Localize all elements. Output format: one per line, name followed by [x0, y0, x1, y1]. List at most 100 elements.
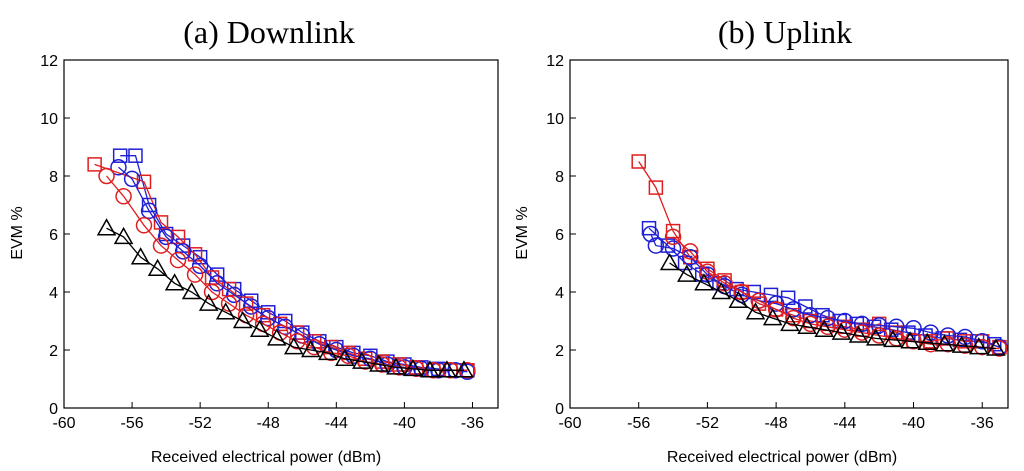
square-point [660, 238, 676, 253]
triangle-point [283, 337, 304, 355]
x-tick-label: -36 [971, 415, 994, 432]
circle-point [140, 202, 158, 220]
plot-frame [569, 59, 1009, 409]
square-point [112, 148, 128, 163]
square-point [87, 157, 102, 172]
circle-point [98, 167, 115, 185]
triangle-point [865, 328, 886, 346]
triangle-point [883, 329, 903, 348]
circle-point [259, 309, 277, 327]
circle-point [973, 333, 991, 350]
square-point [238, 296, 254, 311]
series-layer [87, 148, 476, 380]
triangle-point [900, 331, 920, 349]
y-tick-label: 0 [49, 401, 58, 418]
triangle-point [780, 313, 800, 332]
square-point [192, 249, 208, 265]
square-point [648, 180, 664, 195]
x-tick-label: -56 [121, 415, 144, 432]
circle-point [288, 333, 306, 350]
triangle-point [300, 339, 321, 358]
triangle-point [454, 360, 474, 378]
triangle-point [147, 258, 168, 277]
series-5 [96, 218, 474, 378]
triangle-point [437, 360, 457, 378]
triangle-point [403, 358, 423, 377]
triangle-point [917, 332, 938, 350]
y-tick-label: 2 [49, 343, 58, 360]
x-tick-label: -52 [189, 415, 212, 432]
x-axis-label: Received electrical power (dBm) [151, 449, 381, 466]
triangle-point [164, 273, 185, 291]
circle-point [123, 170, 141, 188]
triangle-point [113, 226, 134, 245]
x-axis-label: Received electrical power (dBm) [667, 449, 897, 466]
uplink-chart: (b) Uplink EVM % Received electrical pow… [514, 14, 1009, 466]
triangle-point [198, 293, 219, 311]
series-line [650, 233, 1000, 348]
circle-point [664, 240, 682, 257]
triangle-point [232, 310, 253, 329]
triangle-point [335, 348, 355, 366]
series-5 [659, 252, 1006, 356]
triangle-point [677, 264, 697, 282]
square-point [136, 174, 152, 190]
circle-point [870, 327, 888, 344]
circle-point [664, 228, 682, 246]
square-point [889, 325, 904, 340]
square-point [170, 229, 186, 245]
triangle-point [318, 342, 338, 361]
triangle-point [96, 218, 117, 236]
circle-point [681, 248, 699, 266]
y-tick-label: 2 [555, 343, 564, 360]
axis-ticks: -60 -56 -52 -48 -44 -40 -36 0 2 4 6 8 10 12 [546, 53, 994, 432]
triangle-point [831, 322, 852, 340]
circle-point [785, 301, 802, 318]
triangle-point [969, 337, 989, 355]
x-tick-label: -48 [765, 415, 788, 432]
downlink-chart: (a) Downlink EVM % Received electrical p… [9, 14, 499, 466]
circle-point [169, 251, 187, 269]
circle-point [802, 315, 819, 333]
x-tick-label: -48 [257, 415, 280, 432]
x-tick-label: -60 [52, 415, 75, 432]
y-tick-label: 6 [49, 227, 58, 244]
circle-point [870, 317, 888, 334]
circle-point [699, 263, 716, 280]
square-point [255, 307, 271, 323]
chart-title: (b) Uplink [718, 14, 852, 50]
circle-point [174, 243, 192, 260]
triangle-point [694, 273, 714, 291]
circle-point [110, 159, 127, 176]
triangle-point [934, 334, 955, 352]
circle-point [242, 298, 260, 315]
circle-point [157, 228, 175, 246]
square-point [987, 336, 1002, 352]
circle-point [115, 188, 132, 205]
y-axis-label: EVM % [9, 206, 26, 259]
circle-point [152, 237, 170, 254]
y-tick-label: 10 [40, 111, 58, 128]
circle-point [802, 306, 819, 324]
triangle-point [848, 325, 869, 343]
y-tick-label: 8 [49, 169, 58, 186]
circle-point [305, 338, 323, 356]
circle-point [339, 347, 357, 365]
circle-point [853, 324, 871, 341]
series-line [669, 262, 997, 350]
triangle-point [249, 319, 270, 337]
triangle-point [711, 281, 731, 300]
series-layer [631, 154, 1008, 357]
y-tick-label: 4 [555, 285, 564, 302]
triangle-point [797, 316, 817, 335]
y-tick-label: 10 [546, 111, 564, 128]
circle-point [203, 283, 221, 301]
plot-frame [63, 59, 499, 409]
circle-point [853, 315, 871, 333]
circle-point [642, 225, 659, 243]
circle-point [888, 318, 905, 336]
circle-point [836, 312, 854, 330]
triangle-point [951, 335, 972, 353]
triangle-point [181, 281, 202, 300]
